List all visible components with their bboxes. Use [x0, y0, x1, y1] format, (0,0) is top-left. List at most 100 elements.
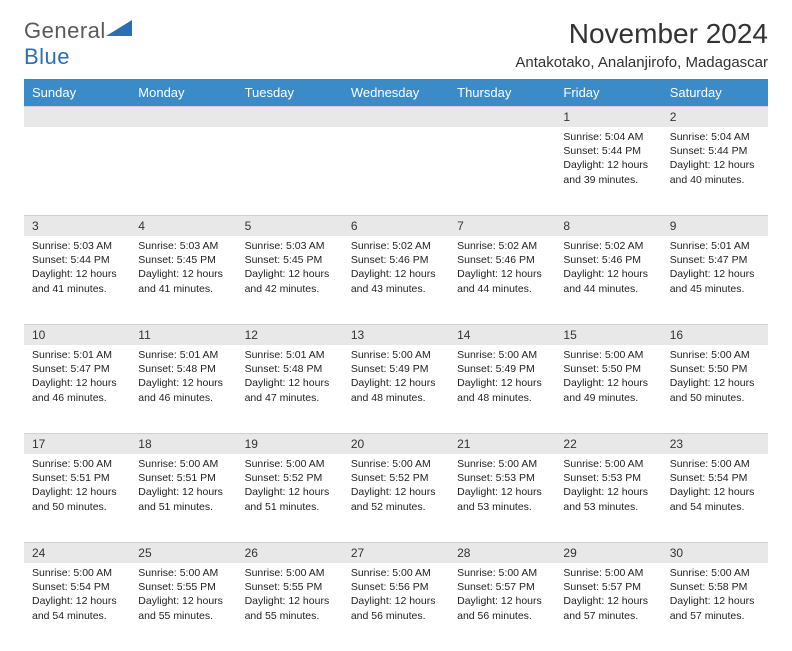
day-number-cell: 7 [449, 215, 555, 236]
day-cell-inner [343, 127, 449, 136]
day-sunrise: Sunrise: 5:01 AM [138, 348, 228, 362]
day-number: 27 [343, 542, 449, 563]
day-cell-inner: Sunrise: 5:00 AMSunset: 5:53 PMDaylight:… [555, 454, 661, 520]
day-number: 13 [343, 324, 449, 345]
day-sunrise: Sunrise: 5:02 AM [563, 239, 653, 253]
day-cell: Sunrise: 5:00 AMSunset: 5:54 PMDaylight:… [24, 563, 130, 651]
day-number: 15 [555, 324, 661, 345]
day-sunrise: Sunrise: 5:00 AM [563, 348, 653, 362]
day-sunrise: Sunrise: 5:00 AM [670, 348, 760, 362]
day-cell-inner: Sunrise: 5:00 AMSunset: 5:52 PMDaylight:… [237, 454, 343, 520]
day-number-cell: 20 [343, 433, 449, 454]
day-number: 17 [24, 433, 130, 454]
day-cell: Sunrise: 5:00 AMSunset: 5:52 PMDaylight:… [237, 454, 343, 542]
day-number: 20 [343, 433, 449, 454]
day-sunset: Sunset: 5:44 PM [32, 253, 122, 267]
day-cell-inner: Sunrise: 5:02 AMSunset: 5:46 PMDaylight:… [449, 236, 555, 302]
day-cell-inner: Sunrise: 5:00 AMSunset: 5:52 PMDaylight:… [343, 454, 449, 520]
week-number-row: 17181920212223 [24, 433, 768, 454]
day-sunrise: Sunrise: 5:00 AM [351, 348, 441, 362]
day-daylight: Daylight: 12 hours and 53 minutes. [457, 485, 547, 513]
day-number-cell: 23 [662, 433, 768, 454]
day-cell-inner: Sunrise: 5:02 AMSunset: 5:46 PMDaylight:… [343, 236, 449, 302]
day-cell: Sunrise: 5:03 AMSunset: 5:45 PMDaylight:… [237, 236, 343, 324]
day-sunset: Sunset: 5:45 PM [138, 253, 228, 267]
day-sunset: Sunset: 5:50 PM [670, 362, 760, 376]
day-cell [449, 127, 555, 215]
day-daylight: Daylight: 12 hours and 50 minutes. [670, 376, 760, 404]
day-sunrise: Sunrise: 5:00 AM [245, 566, 335, 580]
day-cell: Sunrise: 5:00 AMSunset: 5:51 PMDaylight:… [24, 454, 130, 542]
day-cell: Sunrise: 5:00 AMSunset: 5:57 PMDaylight:… [449, 563, 555, 651]
day-sunrise: Sunrise: 5:00 AM [457, 457, 547, 471]
day-cell: Sunrise: 5:00 AMSunset: 5:55 PMDaylight:… [130, 563, 236, 651]
day-number-cell [24, 106, 130, 127]
day-number-cell: 21 [449, 433, 555, 454]
day-sunrise: Sunrise: 5:04 AM [563, 130, 653, 144]
day-cell-inner: Sunrise: 5:00 AMSunset: 5:50 PMDaylight:… [662, 345, 768, 411]
day-sunrise: Sunrise: 5:00 AM [670, 457, 760, 471]
day-sunrise: Sunrise: 5:00 AM [563, 457, 653, 471]
day-cell: Sunrise: 5:04 AMSunset: 5:44 PMDaylight:… [662, 127, 768, 215]
day-daylight: Daylight: 12 hours and 39 minutes. [563, 158, 653, 186]
day-cell [343, 127, 449, 215]
day-sunrise: Sunrise: 5:04 AM [670, 130, 760, 144]
day-sunset: Sunset: 5:46 PM [351, 253, 441, 267]
day-cell-inner: Sunrise: 5:00 AMSunset: 5:49 PMDaylight:… [343, 345, 449, 411]
day-sunrise: Sunrise: 5:00 AM [138, 566, 228, 580]
day-number: 22 [555, 433, 661, 454]
day-cell-inner: Sunrise: 5:01 AMSunset: 5:47 PMDaylight:… [662, 236, 768, 302]
calendar-page: General Blue November 2024 Antakotako, A… [0, 0, 792, 612]
day-number-cell: 14 [449, 324, 555, 345]
day-sunrise: Sunrise: 5:03 AM [32, 239, 122, 253]
day-daylight: Daylight: 12 hours and 52 minutes. [351, 485, 441, 513]
day-number: 9 [662, 215, 768, 236]
day-cell-inner: Sunrise: 5:04 AMSunset: 5:44 PMDaylight:… [662, 127, 768, 193]
day-number-cell: 8 [555, 215, 661, 236]
day-cell-inner: Sunrise: 5:01 AMSunset: 5:48 PMDaylight:… [130, 345, 236, 411]
day-cell-inner [130, 127, 236, 136]
day-cell-inner: Sunrise: 5:00 AMSunset: 5:57 PMDaylight:… [555, 563, 661, 629]
day-cell-inner: Sunrise: 5:01 AMSunset: 5:47 PMDaylight:… [24, 345, 130, 411]
day-daylight: Daylight: 12 hours and 49 minutes. [563, 376, 653, 404]
day-number: 8 [555, 215, 661, 236]
day-number: 16 [662, 324, 768, 345]
day-number-cell: 29 [555, 542, 661, 563]
day-cell: Sunrise: 5:00 AMSunset: 5:53 PMDaylight:… [555, 454, 661, 542]
day-sunrise: Sunrise: 5:01 AM [670, 239, 760, 253]
day-cell-inner: Sunrise: 5:00 AMSunset: 5:51 PMDaylight:… [130, 454, 236, 520]
day-sunset: Sunset: 5:53 PM [563, 471, 653, 485]
day-number: 5 [237, 215, 343, 236]
day-sunrise: Sunrise: 5:00 AM [457, 348, 547, 362]
day-sunset: Sunset: 5:55 PM [245, 580, 335, 594]
day-daylight: Daylight: 12 hours and 44 minutes. [457, 267, 547, 295]
day-cell: Sunrise: 5:02 AMSunset: 5:46 PMDaylight:… [343, 236, 449, 324]
day-number-cell: 22 [555, 433, 661, 454]
day-cell: Sunrise: 5:03 AMSunset: 5:45 PMDaylight:… [130, 236, 236, 324]
day-number-empty [237, 106, 343, 127]
day-number: 2 [662, 106, 768, 127]
day-sunset: Sunset: 5:50 PM [563, 362, 653, 376]
day-sunrise: Sunrise: 5:03 AM [138, 239, 228, 253]
day-header-row: SundayMondayTuesdayWednesdayThursdayFrid… [24, 79, 768, 106]
day-daylight: Daylight: 12 hours and 57 minutes. [670, 594, 760, 622]
day-sunrise: Sunrise: 5:01 AM [245, 348, 335, 362]
day-daylight: Daylight: 12 hours and 54 minutes. [670, 485, 760, 513]
day-cell: Sunrise: 5:02 AMSunset: 5:46 PMDaylight:… [449, 236, 555, 324]
day-sunset: Sunset: 5:47 PM [670, 253, 760, 267]
day-daylight: Daylight: 12 hours and 47 minutes. [245, 376, 335, 404]
day-cell: Sunrise: 5:00 AMSunset: 5:49 PMDaylight:… [343, 345, 449, 433]
day-number-cell [130, 106, 236, 127]
day-sunset: Sunset: 5:53 PM [457, 471, 547, 485]
day-number: 21 [449, 433, 555, 454]
logo-word-general: General [24, 18, 106, 43]
day-daylight: Daylight: 12 hours and 50 minutes. [32, 485, 122, 513]
day-cell-inner: Sunrise: 5:00 AMSunset: 5:58 PMDaylight:… [662, 563, 768, 629]
day-number-cell: 12 [237, 324, 343, 345]
day-number: 11 [130, 324, 236, 345]
week-content-row: Sunrise: 5:00 AMSunset: 5:54 PMDaylight:… [24, 563, 768, 651]
week-content-row: Sunrise: 5:04 AMSunset: 5:44 PMDaylight:… [24, 127, 768, 215]
day-sunset: Sunset: 5:52 PM [351, 471, 441, 485]
day-sunrise: Sunrise: 5:00 AM [670, 566, 760, 580]
day-number-cell: 28 [449, 542, 555, 563]
